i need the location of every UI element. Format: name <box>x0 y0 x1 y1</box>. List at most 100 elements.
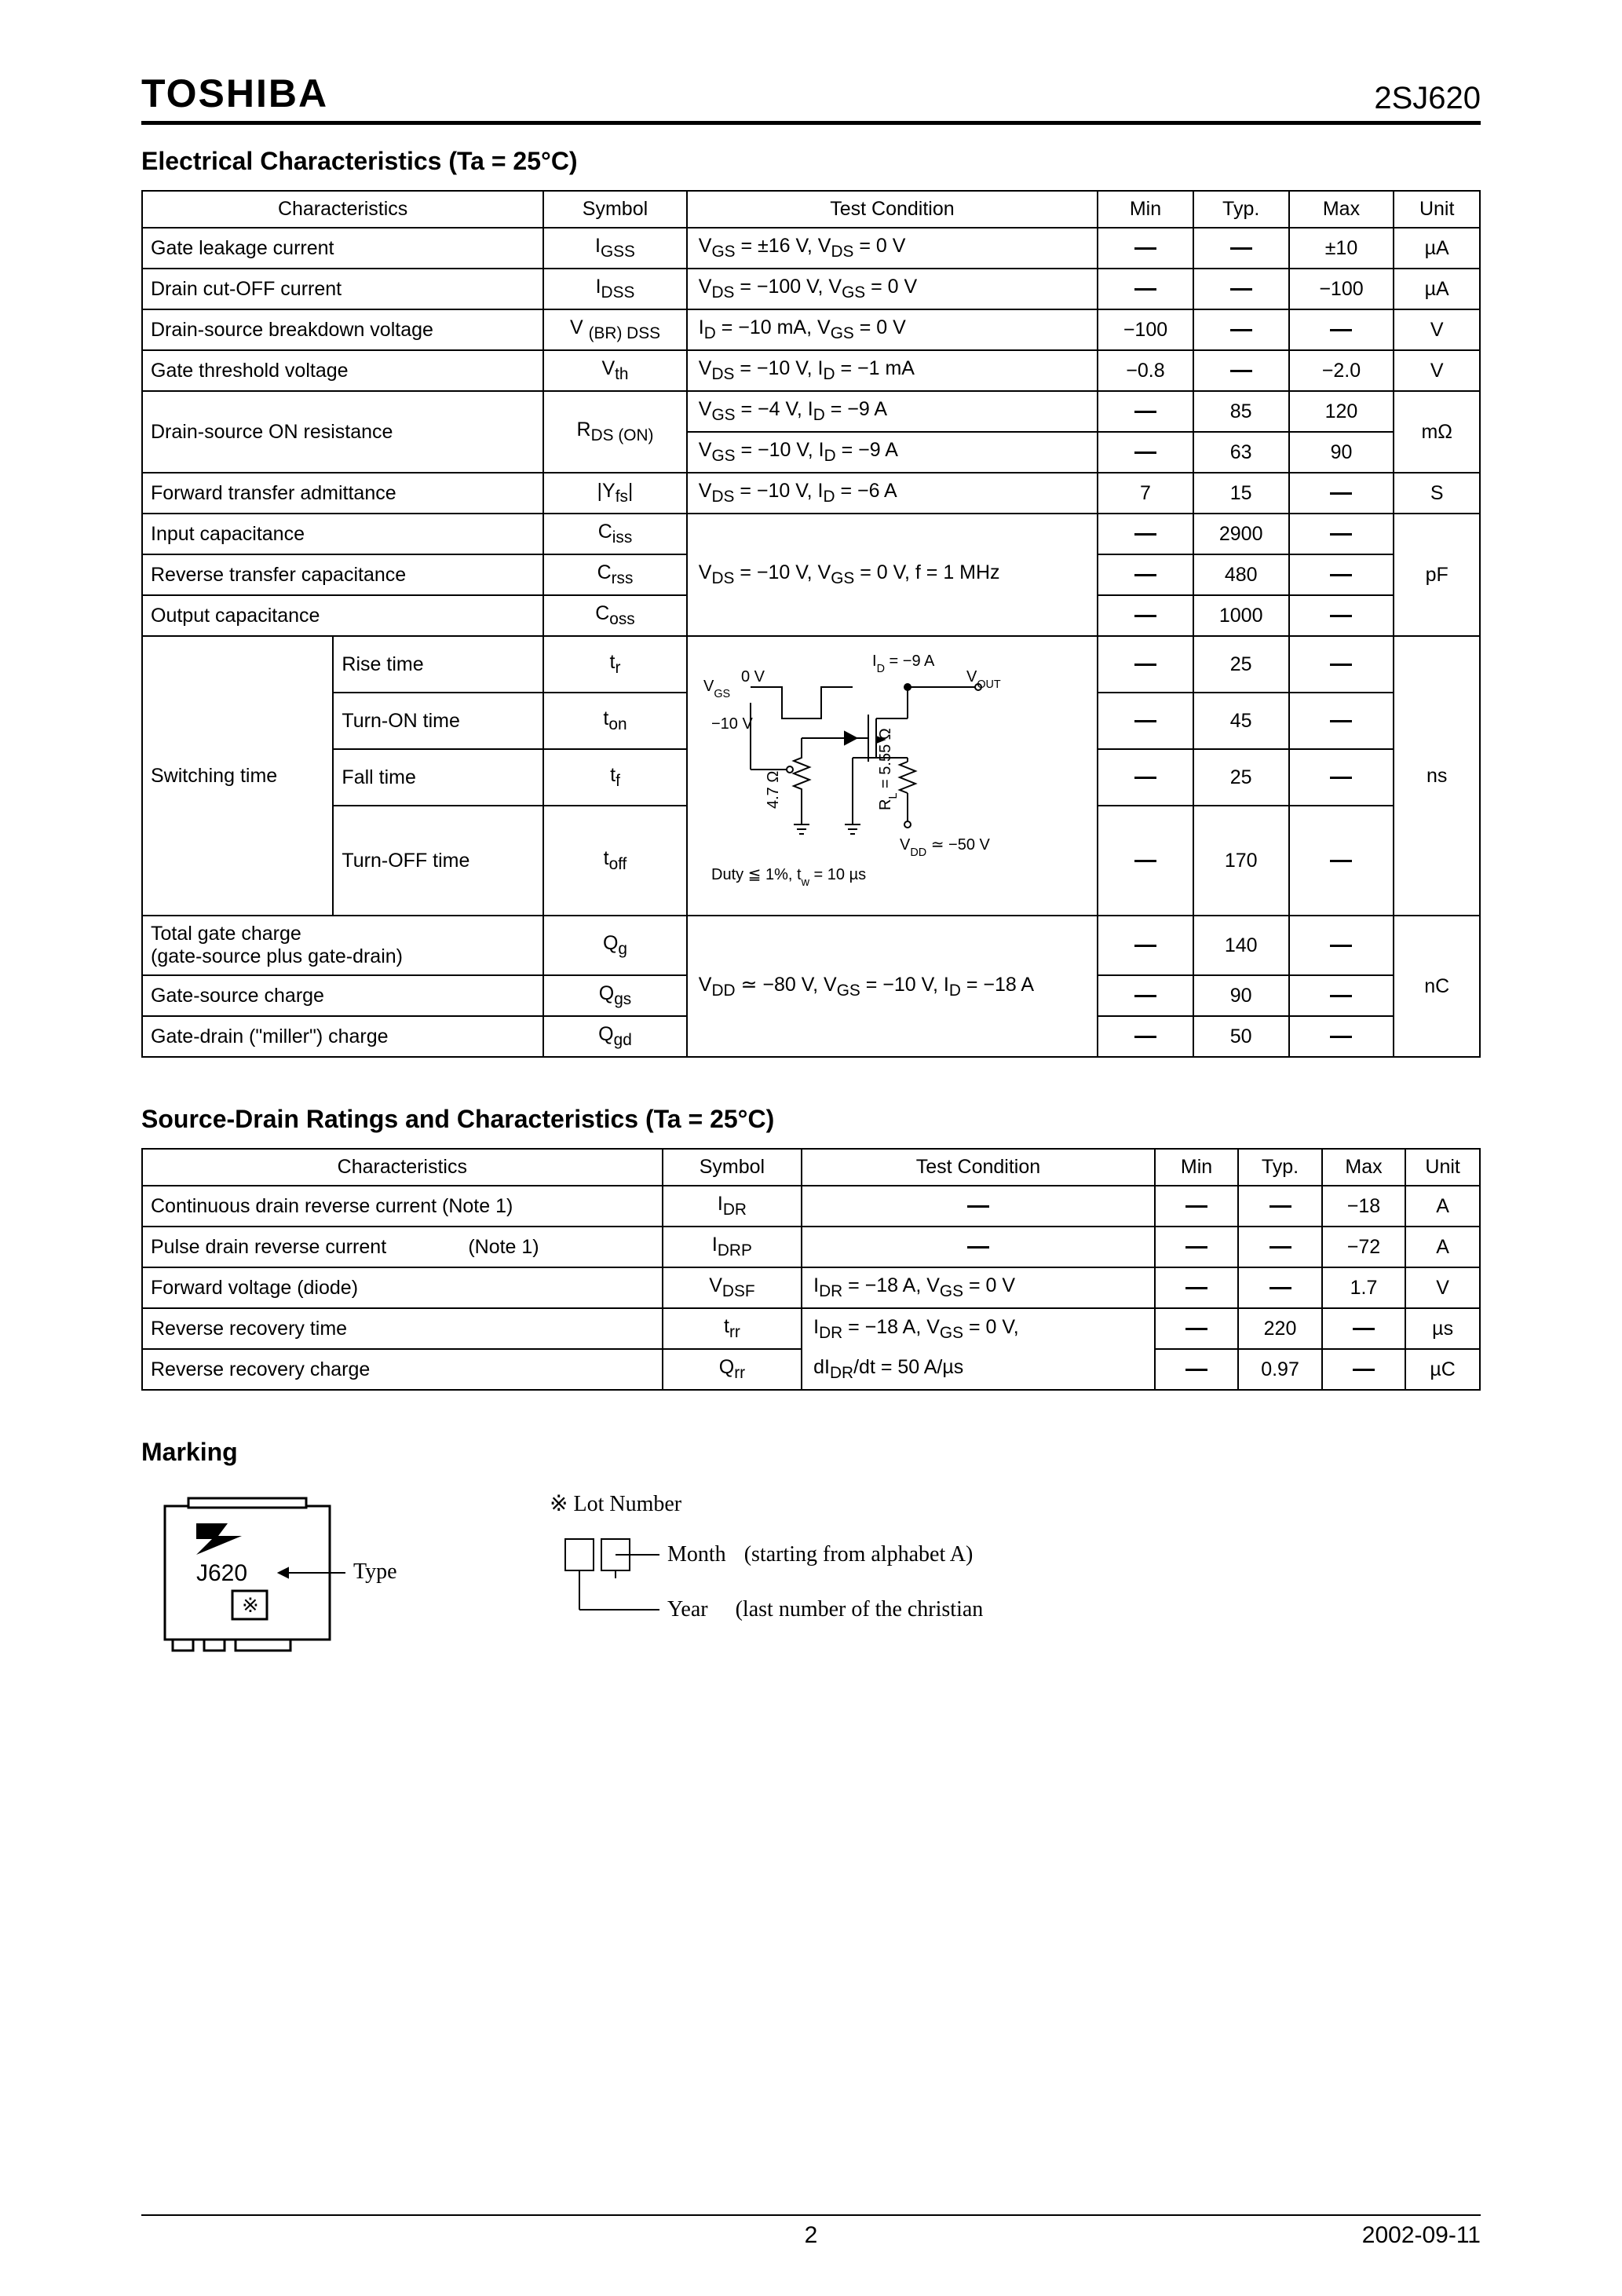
char-label: Fall time <box>333 749 543 806</box>
source-drain-table: Characteristics Symbol Test Condition Mi… <box>141 1148 1481 1391</box>
svg-text:−10 V: −10 V <box>711 715 753 733</box>
chip-outline-icon: J620 ※ Type <box>141 1490 424 1671</box>
svg-text:VDD ≃ −50 V: VDD ≃ −50 V <box>900 836 990 859</box>
test-condition: VDS = −10 V, VGS = 0 V, f = 1 MHz <box>687 514 1098 636</box>
unit: V <box>1405 1267 1480 1308</box>
min <box>1098 432 1193 473</box>
table-row: Pulse drain reverse current (Note 1) IDR… <box>142 1227 1480 1267</box>
test-condition <box>802 1186 1155 1227</box>
svg-text:Month (starting from: Month (starting from alphabet A) <box>667 1542 973 1567</box>
lot-number-block: ※ Lot Number Month (starting from alphab… <box>550 1490 989 1655</box>
typ: 170 <box>1193 806 1289 916</box>
char-label: Forward transfer admittance <box>142 473 543 514</box>
char-label: Continuous drain reverse current (Note 1… <box>142 1186 663 1227</box>
max: 120 <box>1289 391 1394 432</box>
unit: µA <box>1394 228 1480 269</box>
char-label: Reverse transfer capacitance <box>142 554 543 595</box>
unit: pF <box>1394 514 1480 636</box>
unit: nC <box>1394 916 1480 1057</box>
char-label: Gate threshold voltage <box>142 350 543 391</box>
char-label: Reverse recovery time <box>142 1308 663 1349</box>
max <box>1289 309 1394 350</box>
char-label: Forward voltage (diode) <box>142 1267 663 1308</box>
symbol: V (BR) DSS <box>543 309 687 350</box>
max: −100 <box>1289 269 1394 309</box>
svg-text:Year (last number of: Year (last number of the christian era) <box>667 1597 989 1621</box>
max <box>1289 916 1394 975</box>
table-header-row: Characteristics Symbol Test Condition Mi… <box>142 191 1480 228</box>
max <box>1289 473 1394 514</box>
unit: S <box>1394 473 1480 514</box>
table-row: Reverse recovery time trr IDR = −18 A, V… <box>142 1308 1480 1349</box>
table-row: Reverse recovery charge Qrr dIDR/dt = 50… <box>142 1349 1480 1390</box>
test-condition: VGS = −4 V, ID = −9 A <box>687 391 1098 432</box>
symbol: ton <box>543 693 687 749</box>
char-label: Turn-ON time <box>333 693 543 749</box>
marking-block: J620 ※ Type ※ Lot Number <box>141 1490 1481 1675</box>
min <box>1098 554 1193 595</box>
col-unit: Unit <box>1394 191 1480 228</box>
symbol: Crss <box>543 554 687 595</box>
datasheet-page: TOSHIBA 2SJ620 Electrical Characteristic… <box>0 0 1622 2296</box>
symbol: toff <box>543 806 687 916</box>
symbol: tr <box>543 636 687 693</box>
min <box>1098 391 1193 432</box>
min <box>1155 1186 1238 1227</box>
symbol: Coss <box>543 595 687 636</box>
max: ±10 <box>1289 228 1394 269</box>
char-label: Rise time <box>333 636 543 693</box>
typ: 50 <box>1193 1016 1289 1057</box>
char-label: Total gate charge (gate-source plus gate… <box>142 916 543 975</box>
unit: ns <box>1394 636 1480 916</box>
test-condition: VDS = −10 V, ID = −1 mA <box>687 350 1098 391</box>
col-unit: Unit <box>1405 1149 1480 1186</box>
max: 1.7 <box>1322 1267 1405 1308</box>
test-condition: VDS = −100 V, VGS = 0 V <box>687 269 1098 309</box>
max: −72 <box>1322 1227 1405 1267</box>
section-marking-title: Marking <box>141 1438 1481 1467</box>
symbol: RDS (ON) <box>543 391 687 473</box>
min <box>1098 693 1193 749</box>
min <box>1098 269 1193 309</box>
unit: µC <box>1405 1349 1480 1390</box>
typ <box>1238 1227 1321 1267</box>
unit: V <box>1394 309 1480 350</box>
svg-text:4.7 Ω: 4.7 Ω <box>765 770 782 808</box>
typ: 63 <box>1193 432 1289 473</box>
typ: 25 <box>1193 636 1289 693</box>
test-condition <box>802 1227 1155 1267</box>
typ: 140 <box>1193 916 1289 975</box>
char-label: Input capacitance <box>142 514 543 554</box>
max <box>1289 806 1394 916</box>
brand-logo: TOSHIBA <box>141 71 328 116</box>
col-characteristics: Characteristics <box>142 1149 663 1186</box>
max: −18 <box>1322 1186 1405 1227</box>
char-label: Reverse recovery charge <box>142 1349 663 1390</box>
table-row: Forward transfer admittance |Yfs| VDS = … <box>142 473 1480 514</box>
page-header: TOSHIBA 2SJ620 <box>141 71 1481 125</box>
table-row: Drain-source ON resistance RDS (ON) VGS … <box>142 391 1480 432</box>
table-row: Drain cut-OFF current IDSS VDS = −100 V,… <box>142 269 1480 309</box>
char-label: Output capacitance <box>142 595 543 636</box>
min <box>1098 975 1193 1016</box>
char-label: Turn-OFF time <box>333 806 543 916</box>
unit: V <box>1394 350 1480 391</box>
unit: A <box>1405 1227 1480 1267</box>
marking-xmark: ※ <box>242 1594 259 1617</box>
test-condition: VDS = −10 V, ID = −6 A <box>687 473 1098 514</box>
svg-text:VGS: VGS <box>703 678 730 700</box>
marking-type-code: J620 <box>196 1560 247 1586</box>
symbol: Qgs <box>543 975 687 1016</box>
symbol: trr <box>663 1308 802 1349</box>
col-min: Min <box>1098 191 1193 228</box>
typ: 1000 <box>1193 595 1289 636</box>
typ: 85 <box>1193 391 1289 432</box>
test-condition: IDR = −18 A, VGS = 0 V <box>802 1267 1155 1308</box>
svg-text:RL = 5.55 Ω: RL = 5.55 Ω <box>877 728 900 810</box>
typ <box>1238 1267 1321 1308</box>
unit: A <box>1405 1186 1480 1227</box>
max <box>1289 693 1394 749</box>
max <box>1289 636 1394 693</box>
symbol: IDR <box>663 1186 802 1227</box>
min <box>1098 749 1193 806</box>
